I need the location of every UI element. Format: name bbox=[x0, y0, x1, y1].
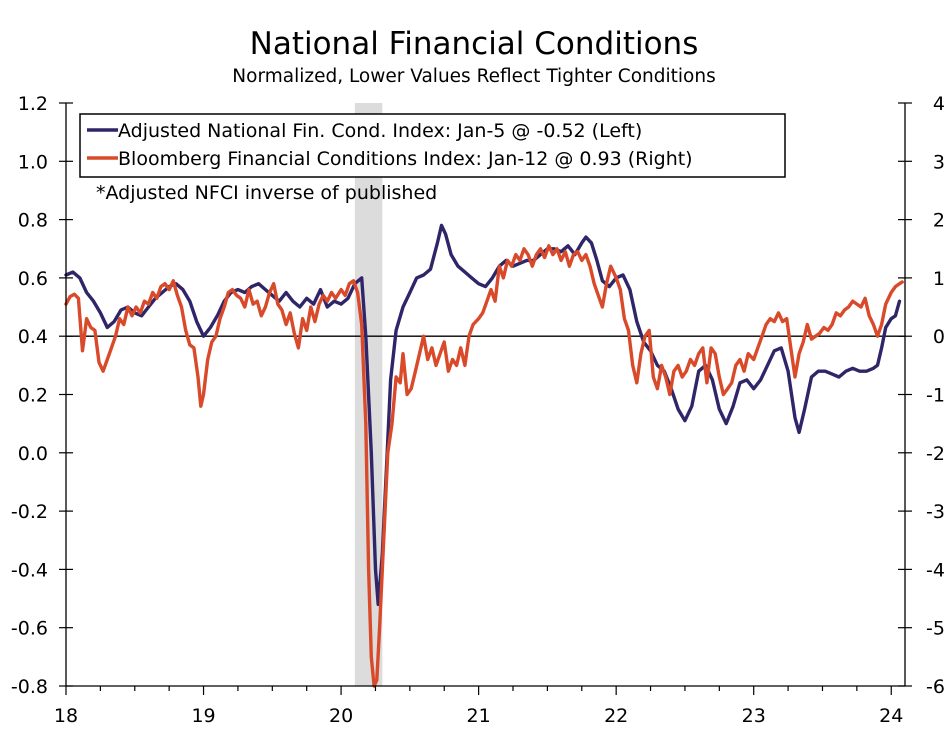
legend-label-nfci: Adjusted National Fin. Cond. Index: Jan-… bbox=[118, 120, 642, 142]
chart-note: *Adjusted NFCI inverse of published bbox=[96, 182, 437, 204]
left-tick-label: 0.2 bbox=[18, 385, 48, 407]
left-tick-label: 1.0 bbox=[18, 151, 48, 173]
right-tick-label: -5 bbox=[926, 618, 945, 640]
legend: Adjusted National Fin. Cond. Index: Jan-… bbox=[79, 113, 786, 178]
series-layer bbox=[64, 223, 904, 688]
left-tick-label: 0.4 bbox=[18, 326, 48, 348]
right-tick-label: 1 bbox=[933, 268, 945, 290]
right-tick-label: 3 bbox=[933, 151, 945, 173]
x-tick-label: 19 bbox=[191, 705, 215, 727]
series-line-bloomberg bbox=[64, 244, 904, 688]
legend-box bbox=[79, 113, 786, 178]
x-tick-label: 20 bbox=[329, 705, 353, 727]
x-tick-label: 24 bbox=[879, 705, 903, 727]
right-tick-label: -1 bbox=[926, 385, 945, 407]
legend-label-bloomberg: Bloomberg Financial Conditions Index: Ja… bbox=[118, 148, 693, 170]
chart-title: National Financial Conditions bbox=[250, 26, 699, 62]
left-tick-label: -0.6 bbox=[11, 618, 48, 640]
x-tick-label: 18 bbox=[54, 705, 78, 727]
left-tick-label: 0.0 bbox=[18, 443, 48, 465]
right-tick-label: -2 bbox=[926, 443, 945, 465]
left-tick-label: 0.8 bbox=[18, 210, 48, 232]
chart-subtitle: Normalized, Lower Values Reflect Tighter… bbox=[232, 66, 715, 87]
left-tick-label: 1.2 bbox=[18, 93, 48, 115]
left-tick-label: 0.6 bbox=[18, 268, 48, 290]
axes-layer: 1.2 1.0 0.8 0.6 0.4 0.2 0.0 -0.2 -0.4 -0.6 -0.8 4 3 2… bbox=[11, 93, 945, 727]
left-tick-label: -0.8 bbox=[11, 676, 48, 698]
right-tick-label: 0 bbox=[933, 326, 945, 348]
right-tick-label: -4 bbox=[926, 559, 945, 581]
left-tick-label: -0.2 bbox=[11, 501, 48, 523]
right-tick-label: 2 bbox=[933, 210, 945, 232]
right-tick-label: -6 bbox=[926, 676, 945, 698]
x-tick-label: 22 bbox=[604, 705, 628, 727]
x-tick-label: 23 bbox=[742, 705, 766, 727]
right-tick-label: 4 bbox=[933, 93, 945, 115]
x-tick-label: 21 bbox=[467, 705, 491, 727]
left-tick-label: -0.4 bbox=[11, 559, 48, 581]
series-line-nfci bbox=[64, 223, 902, 607]
right-tick-label: -3 bbox=[926, 501, 945, 523]
